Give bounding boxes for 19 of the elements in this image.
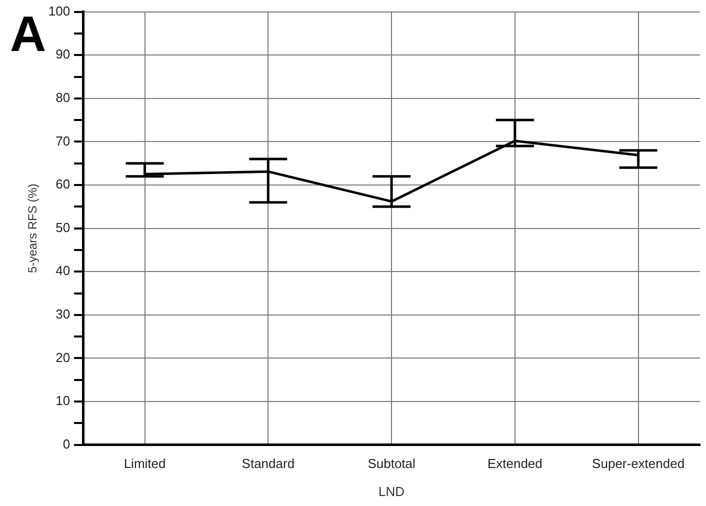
- y-tick-label: 20: [56, 350, 70, 365]
- text: A: [10, 6, 46, 62]
- y-tick-label: 50: [56, 220, 70, 235]
- y-tick-label: 40: [56, 263, 70, 278]
- y-tick-label: 80: [56, 90, 70, 105]
- x-tick-label: Super-extended: [592, 456, 685, 472]
- x-tick-label: Limited: [124, 456, 166, 472]
- x-tick-label: Subtotal: [368, 456, 416, 472]
- x-axis-title: LND: [378, 484, 405, 499]
- y-tick-label: 10: [56, 393, 70, 408]
- y-tick-label: 0: [62, 436, 70, 452]
- y-tick-label: 60: [56, 176, 70, 192]
- y-tick-label: 70: [56, 133, 70, 148]
- x-tick-label: Extended: [487, 456, 542, 472]
- y-tick-label: 100: [48, 3, 70, 18]
- x-tick-label: Standard: [242, 456, 295, 472]
- y-tick-label: 90: [56, 46, 70, 62]
- y-axis-title: 5-years RFS (%): [26, 184, 40, 273]
- y-tick-label: 30: [56, 306, 70, 322]
